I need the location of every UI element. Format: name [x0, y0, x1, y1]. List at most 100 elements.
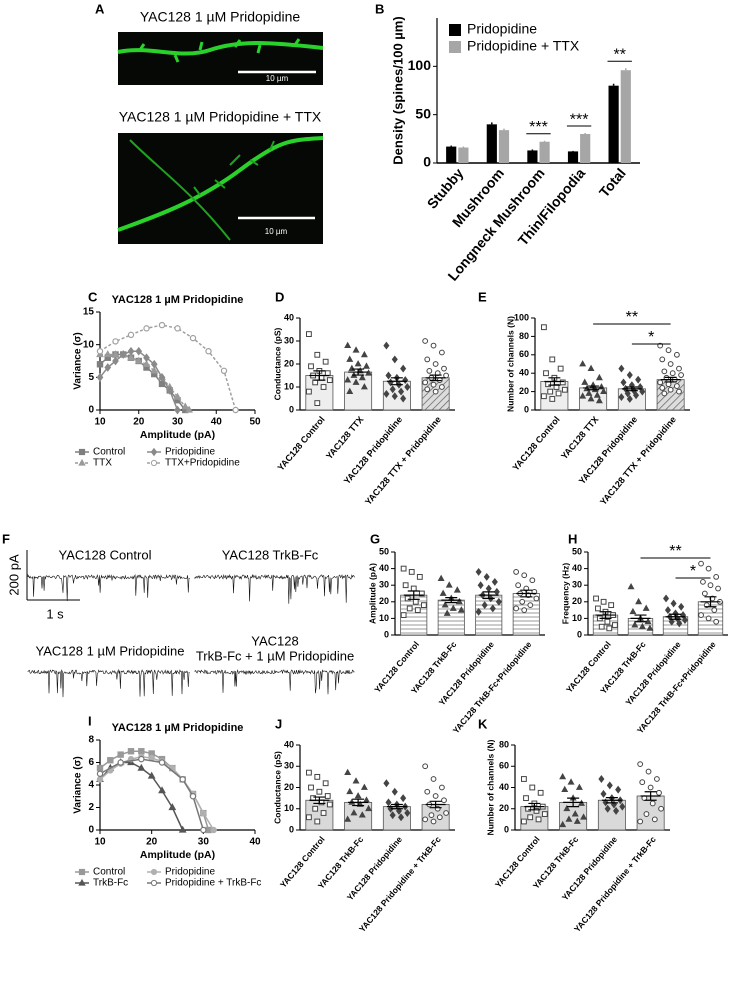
marker	[344, 341, 352, 349]
marker	[400, 565, 407, 572]
marker	[443, 609, 451, 616]
marker	[383, 341, 390, 350]
marker	[559, 820, 567, 828]
y-tick-label: 8	[88, 735, 94, 746]
scale-label: 10 µm	[265, 227, 288, 236]
marker	[567, 778, 575, 785]
marker	[150, 366, 159, 374]
marker	[698, 612, 704, 618]
marker	[443, 372, 449, 379]
x-axis-label: Amplitude (pA)	[140, 429, 215, 441]
marker	[174, 405, 181, 415]
marker	[557, 365, 564, 372]
bar	[539, 141, 550, 163]
marker	[389, 385, 396, 394]
y-tick-label: 20	[499, 803, 509, 813]
y-tick-label: 100	[408, 57, 432, 73]
marker	[475, 607, 482, 616]
error-bar	[478, 591, 499, 600]
error-bar	[348, 798, 369, 807]
marker	[533, 807, 540, 814]
error-bar	[640, 791, 661, 801]
trace-label: YAC128 TrkB-Fc	[222, 547, 319, 562]
error-bar	[630, 614, 651, 623]
marker	[150, 359, 158, 369]
marker	[174, 325, 181, 332]
marker	[112, 356, 119, 366]
bar	[475, 594, 503, 636]
marker	[418, 590, 425, 597]
marker	[352, 777, 360, 784]
marker	[676, 365, 682, 372]
marker	[615, 785, 622, 794]
x-tick-label: 40	[249, 837, 261, 848]
legend-label: Pridopidine	[165, 447, 215, 458]
legend-label: Pridopidine + TTX	[467, 38, 580, 54]
marker	[629, 607, 637, 615]
marker	[205, 826, 212, 834]
marker	[657, 379, 664, 386]
x-tick-label: Total	[596, 165, 629, 200]
marker	[700, 578, 706, 585]
marker	[150, 447, 158, 457]
marker	[326, 801, 333, 808]
marker	[346, 387, 354, 395]
error-bar	[595, 611, 616, 619]
marker	[189, 793, 197, 800]
marker	[138, 755, 145, 763]
marker	[346, 355, 354, 362]
marker	[513, 569, 520, 575]
marker	[406, 605, 413, 612]
marker	[639, 779, 646, 786]
marker	[453, 586, 461, 593]
marker	[561, 386, 568, 393]
current-trace	[194, 573, 355, 604]
marker	[606, 781, 613, 790]
marker	[422, 763, 429, 770]
marker	[521, 607, 528, 613]
marker	[645, 768, 652, 775]
marker	[200, 809, 207, 817]
significance-label: **	[626, 309, 638, 326]
marker	[585, 389, 593, 396]
legend-label: Pridopidine + TrkB-Fc	[165, 878, 261, 889]
legend-label: TrkB-Fc	[93, 878, 128, 889]
marker	[626, 395, 633, 403]
marker	[308, 363, 314, 370]
image-title: YAC128 1 µM Pridopidine + TTX	[119, 109, 322, 125]
marker	[430, 381, 437, 388]
y-tick-label: 60	[519, 349, 529, 359]
marker	[642, 604, 650, 611]
error-bar	[621, 386, 642, 392]
y-tick-label: 10	[284, 803, 294, 813]
marker	[489, 604, 496, 613]
marker	[678, 372, 684, 378]
marker	[620, 378, 627, 387]
x-tick-label: 20	[133, 417, 145, 428]
marker	[595, 373, 603, 381]
image-title: YAC128 1 µM Pridopidine	[140, 9, 301, 25]
marker	[604, 804, 611, 813]
micrograph	[118, 133, 323, 244]
marker	[485, 584, 492, 593]
y-tick-label: 30	[284, 761, 294, 771]
trace-label: TrkB-Fc + 1 µM Pridopidine	[196, 648, 354, 663]
x-tick-label: 30	[172, 417, 184, 428]
marker	[363, 362, 370, 369]
marker	[515, 582, 522, 589]
marker	[358, 811, 366, 818]
marker	[715, 585, 721, 592]
x-tick-label: Stubby	[424, 165, 467, 212]
marker	[360, 350, 368, 358]
marker	[661, 368, 668, 375]
marker	[513, 605, 520, 612]
y-tick-label: 50	[415, 105, 431, 121]
bar	[636, 795, 665, 831]
marker	[324, 370, 331, 377]
marker	[391, 355, 398, 364]
marker	[493, 587, 500, 596]
marker	[519, 598, 526, 605]
marker	[667, 386, 674, 393]
bar	[344, 801, 373, 831]
marker	[344, 815, 352, 822]
